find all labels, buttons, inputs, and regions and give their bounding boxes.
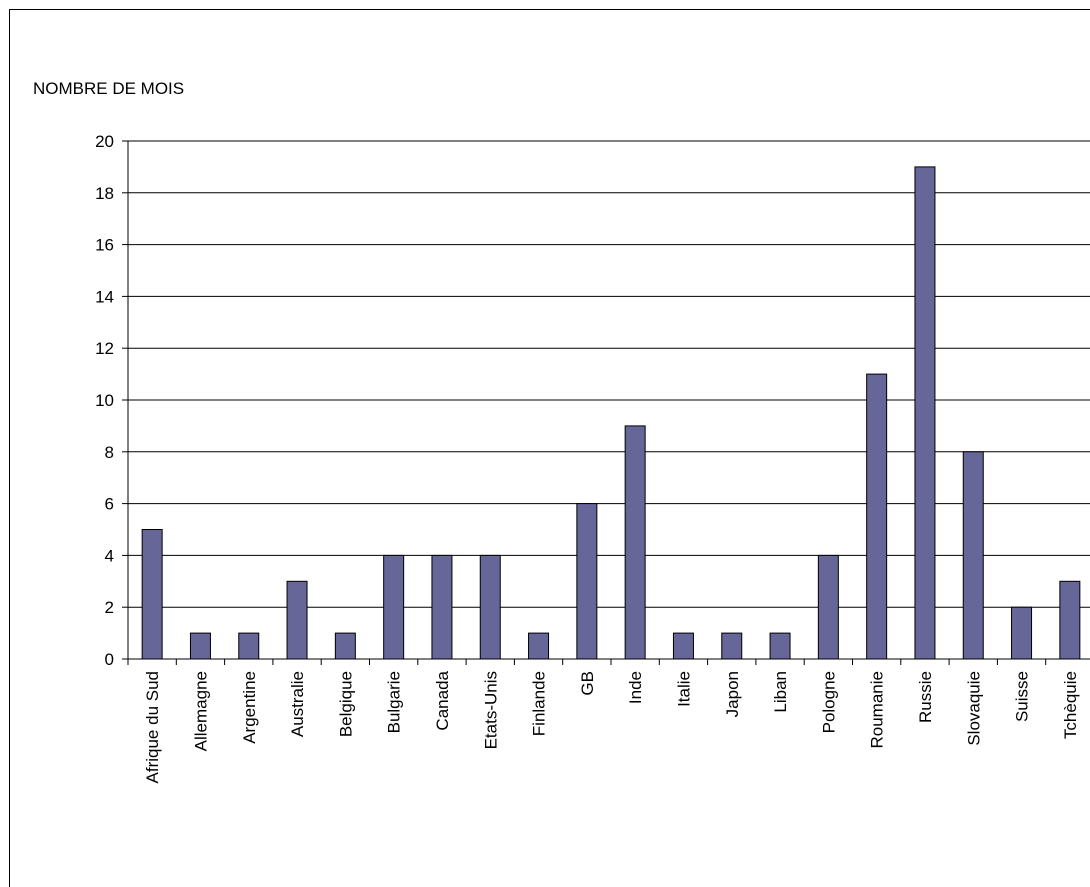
x-tick-label: Japon: [723, 671, 742, 717]
bar: [286, 580, 308, 660]
chart-frame: [9, 9, 1090, 887]
x-tick-labels: Afrique du Sud Allemagne Argentine Australi…: [143, 670, 1080, 783]
bar: [334, 632, 356, 660]
x-tick-label: Australie: [288, 671, 307, 737]
gridlines: [128, 140, 1090, 608]
bar: [189, 632, 211, 660]
x-tick-label: Finlande: [530, 671, 549, 736]
x-tick-label: Roumanie: [868, 671, 887, 749]
y-tick-label: 0: [105, 650, 114, 669]
y-tick-label: 6: [105, 495, 114, 514]
bar: [769, 632, 791, 660]
y-axis-label: NOMBRE DE MOIS: [33, 79, 185, 98]
bar: [383, 554, 405, 660]
y-tick-label: 12: [95, 339, 114, 358]
x-tick-label: Inde: [626, 671, 645, 704]
x-tick-label: Belgique: [336, 671, 355, 737]
bar: [238, 632, 260, 660]
bar: [721, 632, 743, 660]
x-tick-label: Allemagne: [191, 671, 210, 751]
x-tick-label: Bulgarie: [385, 671, 404, 733]
bar: [962, 451, 984, 660]
y-tick-label: 14: [95, 287, 114, 306]
x-tick-label: Canada: [433, 670, 452, 730]
y-tick-label: 20: [95, 132, 114, 151]
x-tick-label: Afrique du Sud: [143, 671, 162, 783]
y-tick-label: 16: [95, 236, 114, 255]
bar: [528, 632, 550, 660]
bar: [914, 166, 936, 660]
y-tick-label: 4: [105, 546, 114, 565]
x-tick-label: Slovaquie: [964, 671, 983, 746]
y-tick-label: 10: [95, 391, 114, 410]
x-tick-label: Pologne: [819, 671, 838, 733]
x-tick-label: Argentine: [240, 671, 259, 744]
bar: [1059, 580, 1081, 660]
bar: [624, 425, 646, 660]
bar: [479, 554, 501, 660]
bar: [431, 554, 453, 660]
x-tick-label: Etats-Unis: [481, 671, 500, 749]
y-tick-label: 2: [105, 598, 114, 617]
x-tick-label: GB: [578, 671, 597, 696]
y-tick-label: 18: [95, 184, 114, 203]
bar: [1011, 606, 1033, 660]
x-tick-label: Liban: [771, 671, 790, 713]
bars: [141, 166, 1081, 660]
x-tick-label: Italie: [674, 671, 693, 707]
bar: [672, 632, 694, 660]
x-tick-label: Suisse: [1013, 671, 1032, 722]
bar: [817, 554, 839, 660]
bar: [576, 503, 598, 660]
axes: [122, 140, 1090, 665]
bar: [866, 373, 888, 660]
y-tick-label: 8: [105, 443, 114, 462]
y-tick-labels: 0 2 4 6 8 10 12 14 16 18 20: [95, 132, 114, 669]
x-tick-label: Russie: [916, 671, 935, 723]
bar: [141, 529, 163, 660]
x-tick-label: Tchèquie: [1061, 671, 1080, 739]
